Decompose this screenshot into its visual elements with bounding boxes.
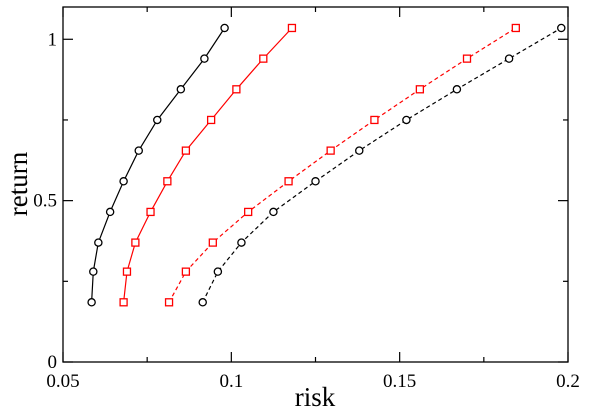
data-point	[326, 146, 335, 155]
data-point	[122, 267, 132, 276]
data-point	[287, 23, 297, 33]
x-axis-ticks: 0.05 0.1 0.15 0.2	[46, 7, 580, 392]
data-point	[200, 54, 209, 63]
data-point	[370, 115, 379, 125]
data-point	[198, 298, 207, 307]
data-point	[244, 207, 253, 217]
series-line	[91, 27, 226, 303]
series-line	[202, 27, 562, 303]
data-point	[119, 298, 128, 307]
data-point	[220, 23, 229, 33]
data-point	[131, 238, 140, 247]
data-point	[134, 146, 143, 155]
data-point	[164, 298, 174, 307]
data-point	[259, 54, 268, 63]
data-point	[119, 177, 128, 186]
data-point	[89, 267, 98, 276]
data-point	[176, 85, 186, 94]
data-point	[105, 207, 115, 217]
data-point	[237, 238, 246, 247]
data-point	[232, 85, 241, 94]
y-tick-label: 1	[48, 29, 58, 50]
data-point	[557, 23, 566, 33]
data-point	[146, 207, 155, 217]
series-1	[87, 23, 229, 307]
data-point	[94, 238, 103, 247]
y-tick-label: 0.5	[33, 191, 57, 212]
data-point	[452, 85, 462, 94]
data-point	[462, 54, 472, 63]
data-point	[181, 267, 191, 276]
data-point	[284, 177, 293, 186]
data-point	[87, 298, 96, 307]
data-point	[355, 146, 364, 155]
data-point	[206, 115, 216, 125]
data-point	[208, 238, 217, 247]
series-line	[168, 27, 517, 303]
series-line	[123, 27, 293, 303]
x-tick-label: 0.2	[556, 371, 580, 392]
y-axis-title: return	[3, 151, 33, 216]
series-4	[198, 23, 566, 307]
data-point	[402, 115, 411, 125]
data-point	[311, 177, 320, 186]
data-point	[415, 85, 425, 94]
data-point	[153, 115, 162, 125]
x-tick-label: 0.05	[46, 371, 79, 392]
series-layer	[87, 23, 566, 307]
x-tick-label: 0.1	[219, 371, 243, 392]
series-3	[164, 23, 520, 307]
series-2	[119, 23, 297, 307]
x-axis-title: risk	[295, 382, 336, 411]
data-point	[511, 23, 520, 33]
data-point	[269, 207, 278, 217]
data-point	[181, 146, 191, 155]
x-tick-label: 0.15	[383, 371, 416, 392]
data-point	[213, 267, 223, 276]
data-point	[504, 54, 514, 63]
y-axis-ticks: 00.51	[33, 29, 568, 373]
data-point	[163, 177, 172, 186]
y-tick-label: 0	[48, 352, 58, 373]
